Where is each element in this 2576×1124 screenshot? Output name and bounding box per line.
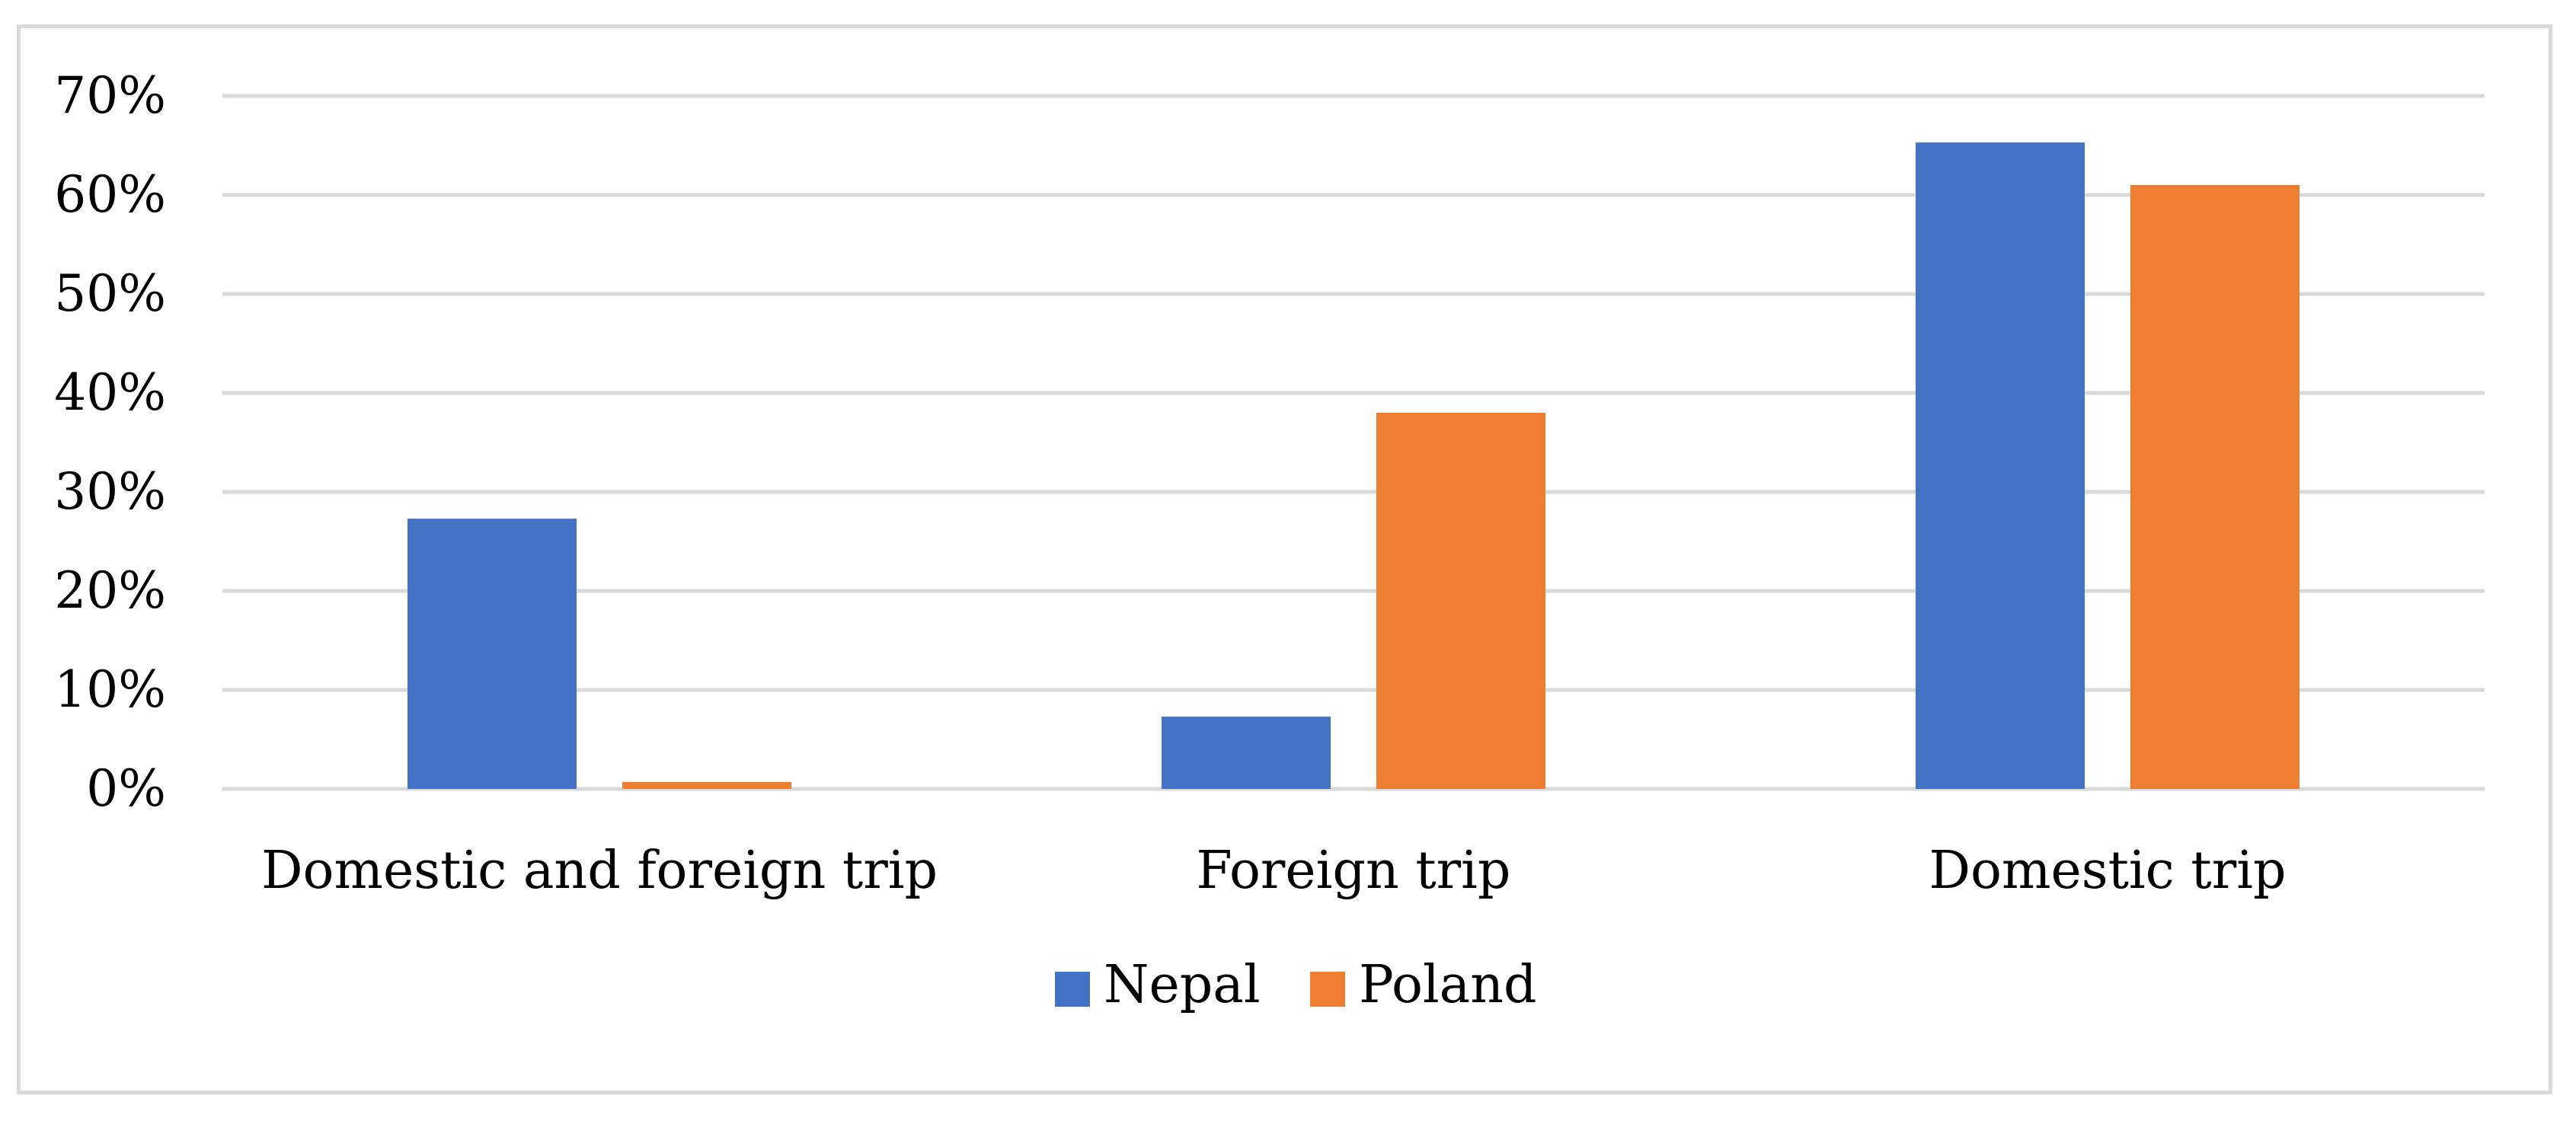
legend-label-poland: Poland — [1359, 955, 1537, 1015]
legend: Nepal Poland — [1055, 955, 1537, 1015]
y-tick-label: 40% — [54, 363, 166, 422]
legend-label-nepal: Nepal — [1104, 955, 1261, 1015]
y-tick-label: 70% — [54, 66, 166, 125]
bar-nepal-foreign-trip — [1162, 717, 1331, 789]
x-category-label: Domestic and foreign trip — [261, 841, 938, 901]
y-tick-label: 30% — [54, 462, 166, 521]
bar-poland-foreign-trip — [1376, 413, 1545, 789]
x-axis-category-labels: Domestic and foreign trip Foreign trip Dom… — [261, 841, 2286, 901]
legend-swatch-nepal — [1055, 972, 1090, 1007]
bars — [407, 142, 2300, 790]
y-tick-label: 60% — [54, 165, 166, 224]
bar-poland-domestic-trip — [2130, 185, 2300, 789]
bar-nepal-domestic-and-foreign-trip — [407, 519, 577, 789]
y-tick-label: 10% — [54, 660, 166, 719]
x-category-label: Domestic trip — [1929, 841, 2287, 901]
x-category-label: Foreign trip — [1197, 841, 1511, 901]
y-axis-tick-labels: 0% 10% 20% 30% 40% 50% 60% 70% — [54, 66, 166, 818]
legend-swatch-poland — [1310, 972, 1345, 1007]
y-tick-label: 20% — [54, 561, 166, 620]
gridlines — [222, 94, 2485, 791]
bar-nepal-domestic-trip — [1916, 142, 2085, 790]
y-tick-label: 50% — [54, 264, 166, 323]
bar-poland-domestic-and-foreign-trip — [622, 781, 791, 789]
y-tick-label: 0% — [86, 759, 166, 818]
